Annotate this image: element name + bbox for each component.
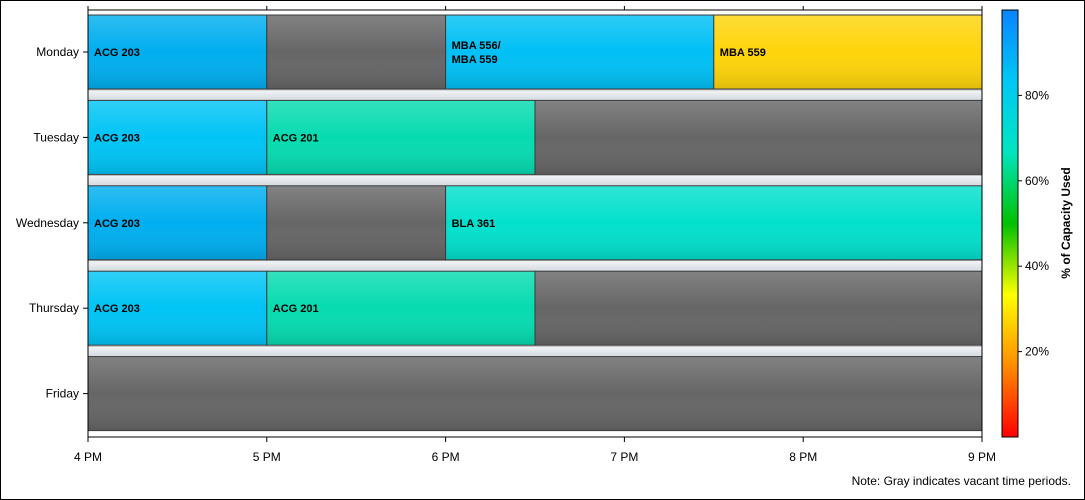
x-tick-label: 5 PM — [253, 450, 281, 464]
bar-label: ACG 201 — [273, 303, 319, 315]
x-tick-label: 8 PM — [789, 450, 817, 464]
y-tick-label: Friday — [46, 387, 79, 401]
legend-tick-label: 20% — [1025, 345, 1049, 359]
legend-color-bar — [1001, 9, 1019, 438]
schedule-bar-shading — [88, 357, 982, 431]
y-tick-label: Tuesday — [33, 130, 79, 144]
schedule-bar-shading — [88, 271, 267, 345]
legend-tick-label: 80% — [1025, 88, 1049, 102]
schedule-bar-shading — [88, 186, 267, 260]
row-separator — [87, 89, 983, 102]
bar-label: ACG 203 — [94, 303, 140, 315]
schedule-bar-shading — [446, 186, 982, 260]
y-tick-label: Wednesday — [16, 216, 79, 230]
legend-title: % of Capacity Used — [1059, 167, 1073, 278]
bar-label: MBA 559 — [452, 54, 498, 66]
bar-label: ACG 203 — [94, 47, 140, 59]
plot-border — [87, 9, 983, 438]
chart-note: Note: Gray indicates vacant time periods… — [851, 474, 1071, 488]
x-tick-label: 4 PM — [74, 450, 102, 464]
schedule-bar-shading — [88, 15, 267, 89]
schedule-bar-shading — [535, 271, 982, 345]
legend-tick-label: 40% — [1025, 259, 1049, 273]
bar-label: ACG 203 — [94, 132, 140, 144]
row-separator — [87, 175, 983, 188]
bar-label: BLA 361 — [452, 218, 496, 230]
bar-label: ACG 201 — [273, 132, 319, 144]
schedule-bar-shading — [267, 100, 535, 174]
x-tick-label: 7 PM — [610, 450, 638, 464]
bar-label: MBA 556/ — [452, 40, 501, 52]
schedule-bar-shading — [535, 100, 982, 174]
schedule-bar-shading — [714, 15, 982, 89]
bar-label: MBA 559 — [720, 47, 766, 59]
schedule-bar-shading — [267, 15, 446, 89]
y-tick-label: Monday — [36, 45, 79, 59]
schedule-bar-shading — [446, 15, 714, 89]
bar-label: ACG 203 — [94, 218, 140, 230]
schedule-bar-shading — [267, 271, 535, 345]
schedule-bar-shading — [88, 100, 267, 174]
schedule-bar-shading — [267, 186, 446, 260]
x-tick-label: 9 PM — [968, 450, 996, 464]
legend-tick-label: 60% — [1025, 174, 1049, 188]
x-tick-label: 6 PM — [432, 450, 460, 464]
row-separator — [87, 260, 983, 273]
row-separator — [87, 345, 983, 358]
y-tick-label: Thursday — [29, 301, 79, 315]
